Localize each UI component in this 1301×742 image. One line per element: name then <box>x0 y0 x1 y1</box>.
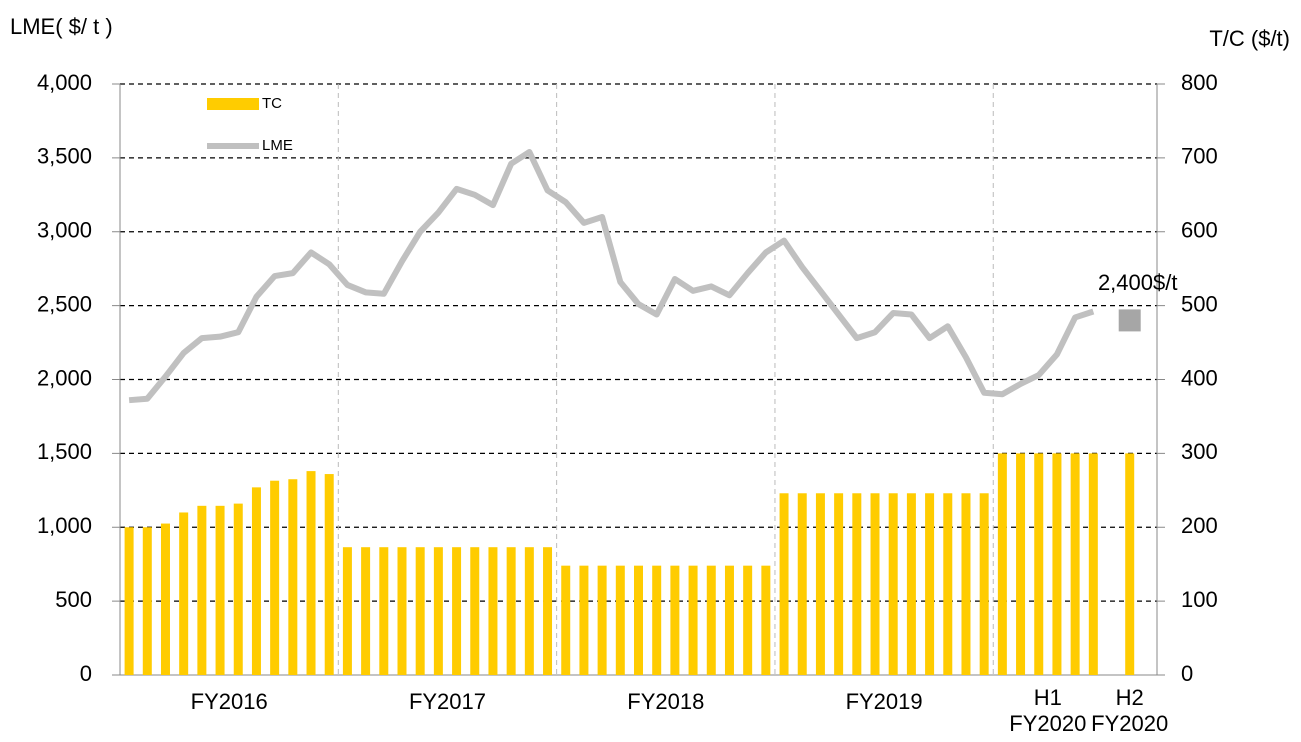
bar <box>597 565 607 675</box>
bar <box>470 547 480 675</box>
bar <box>688 565 698 675</box>
bar <box>852 493 862 675</box>
bar <box>379 547 389 675</box>
x-group-label: FY2017 <box>409 689 486 714</box>
bar <box>743 565 753 675</box>
y2-tick-label: 400 <box>1181 365 1218 390</box>
x-group-label: H1 <box>1034 685 1062 710</box>
y2-axis-label: T/C ($/t) <box>1209 26 1290 51</box>
x-group-label: FY2019 <box>846 689 923 714</box>
bar <box>179 512 189 675</box>
bar <box>415 547 425 675</box>
bar <box>761 565 771 675</box>
bar <box>1088 453 1098 675</box>
forecast-label: 2,400$/t <box>1098 270 1178 295</box>
y2-tick-label: 200 <box>1181 513 1218 538</box>
y2-tick-label: 300 <box>1181 439 1218 464</box>
y-tick-label: 3,500 <box>37 144 92 169</box>
bar <box>979 493 989 675</box>
bar <box>834 493 844 675</box>
bar <box>997 453 1007 675</box>
y-tick-label: 500 <box>55 587 92 612</box>
y2-tick-label: 500 <box>1181 291 1218 316</box>
bar <box>779 493 789 675</box>
bar <box>1034 453 1044 675</box>
x-group-label: H2 <box>1116 685 1144 710</box>
y-tick-label: 0 <box>80 661 92 686</box>
y2-tick-label: 800 <box>1181 70 1218 95</box>
y-tick-label: 4,000 <box>37 70 92 95</box>
bar <box>1125 453 1135 675</box>
x-group-label: FY2018 <box>627 689 704 714</box>
bar <box>706 565 716 675</box>
bar <box>197 505 207 675</box>
bar <box>634 565 643 675</box>
bar <box>452 547 462 675</box>
y-tick-label: 3,000 <box>37 218 92 243</box>
bar <box>670 565 680 675</box>
bar <box>797 493 807 675</box>
bar <box>433 547 443 675</box>
bar <box>506 547 516 675</box>
y2-tick-label: 0 <box>1181 661 1193 686</box>
bar <box>251 487 261 675</box>
bar <box>615 565 625 675</box>
bar <box>652 565 662 675</box>
bar <box>1070 453 1080 675</box>
bar <box>270 480 280 675</box>
bar <box>524 547 534 675</box>
y-tick-label: 2,500 <box>37 291 92 316</box>
bar <box>561 565 571 675</box>
x-group-label: FY2020 <box>1009 711 1086 736</box>
bar <box>906 493 916 675</box>
x-group-label: FY2020 <box>1091 711 1168 736</box>
legend-label: LME <box>262 137 293 154</box>
forecast-marker <box>1118 309 1141 332</box>
bar <box>288 479 298 675</box>
x-group-label: FY2016 <box>191 689 268 714</box>
legend-swatch <box>207 98 259 110</box>
bar <box>160 523 170 675</box>
bar <box>724 565 734 675</box>
bar <box>361 547 371 675</box>
bar <box>925 493 935 675</box>
y-tick-label: 2,000 <box>37 365 92 390</box>
bar <box>961 493 971 675</box>
bar <box>943 493 953 675</box>
bar <box>397 547 407 675</box>
y2-tick-label: 600 <box>1181 218 1218 243</box>
bar <box>1016 453 1026 675</box>
bar <box>306 471 316 675</box>
bar <box>233 503 243 675</box>
y-tick-label: 1,000 <box>37 513 92 538</box>
bar <box>342 547 352 675</box>
bar <box>888 493 898 675</box>
bar <box>870 493 880 675</box>
bar <box>142 527 152 675</box>
bar <box>488 547 498 675</box>
bar <box>543 547 553 675</box>
bar <box>579 565 589 675</box>
bar <box>324 474 334 675</box>
y-tick-label: 1,500 <box>37 439 92 464</box>
bar <box>1052 453 1062 675</box>
bar <box>124 527 134 675</box>
bar <box>215 505 225 675</box>
y2-tick-label: 100 <box>1181 587 1218 612</box>
y2-tick-label: 700 <box>1181 144 1218 169</box>
legend-label: TC <box>262 95 282 112</box>
bar <box>815 493 825 675</box>
line <box>128 148 1095 404</box>
y-axis-label: LME( $/ t ) <box>10 14 113 39</box>
